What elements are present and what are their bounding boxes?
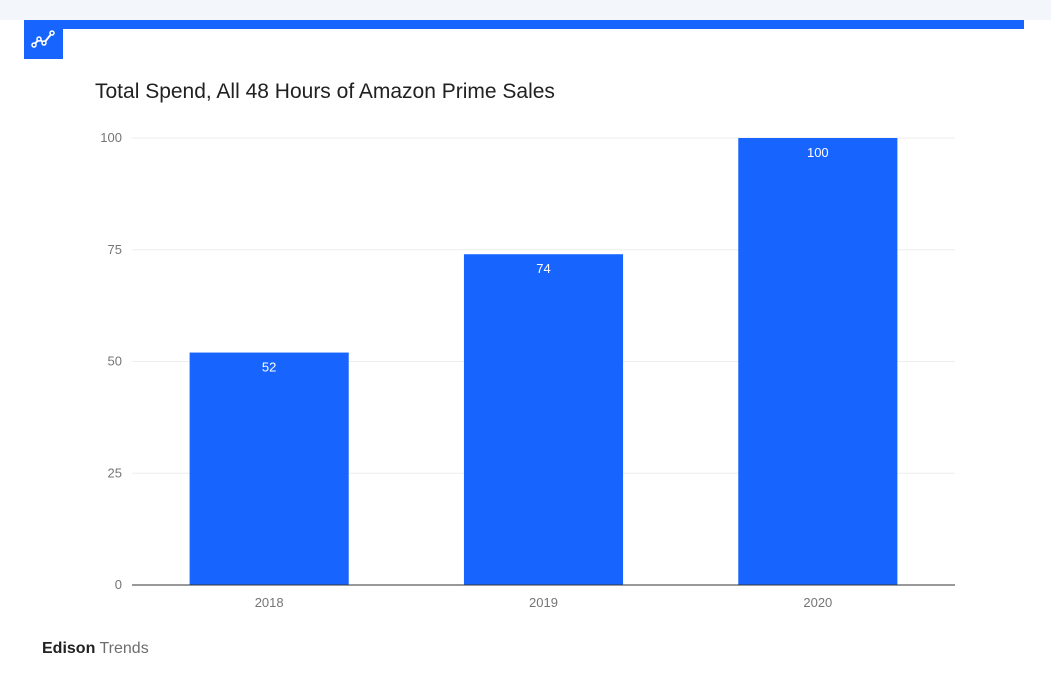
x-tick-label: 2020 — [803, 595, 832, 610]
x-axis-ticks: 2018 2019 2020 — [255, 595, 833, 610]
footer-brand: Edison Trends — [42, 640, 149, 658]
bar-2018 — [189, 352, 349, 585]
y-axis-ticks: 0 25 50 75 100 — [100, 130, 122, 592]
bar-2020 — [738, 138, 898, 585]
x-tick-label: 2018 — [255, 595, 284, 610]
brand-name-light: Trends — [99, 640, 149, 657]
y-tick-label: 0 — [115, 577, 122, 592]
y-tick-label: 50 — [108, 354, 122, 369]
data-label-2018: 52 — [262, 360, 276, 375]
bar-2019 — [463, 254, 624, 585]
brand-name-bold: Edison — [42, 640, 96, 657]
y-tick-label: 75 — [108, 242, 122, 257]
trend-line-icon — [24, 20, 63, 59]
chart-title: Total Spend, All 48 Hours of Amazon Prim… — [95, 80, 555, 103]
data-label-2019: 74 — [536, 261, 550, 276]
y-tick-label: 25 — [108, 465, 122, 480]
header-accent-bar — [24, 20, 1024, 29]
data-label-2020: 100 — [807, 145, 829, 160]
x-tick-label: 2019 — [529, 595, 558, 610]
top-strip — [0, 0, 1051, 20]
data-labels: 52 74 100 — [262, 145, 829, 375]
bars — [189, 138, 898, 585]
y-tick-label: 100 — [100, 130, 122, 145]
